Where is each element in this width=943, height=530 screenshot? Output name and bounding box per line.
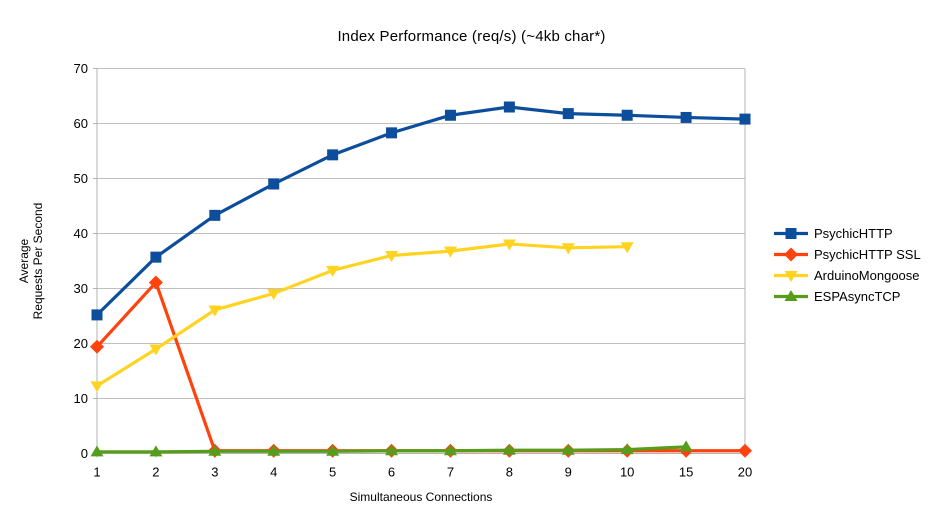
- square-marker: [444, 109, 456, 121]
- square-legend-marker-icon: [774, 228, 808, 239]
- triangle-down-marker: [561, 243, 575, 255]
- triangle-up-marker: [385, 444, 399, 456]
- square-marker: [150, 251, 162, 263]
- series-line: [95, 279, 745, 453]
- legend-label: PsychicHTTP: [814, 226, 893, 241]
- square-marker: [785, 228, 797, 239]
- x-tick-label: 4: [270, 465, 277, 480]
- triangle-down-marker: [326, 265, 340, 277]
- series-psychichttp-ssl: [90, 275, 752, 458]
- square-marker: [268, 178, 280, 190]
- x-tick-label: 5: [329, 465, 336, 480]
- legend-item-psychichttp: PsychicHTTP: [774, 226, 921, 241]
- diamond-marker: [148, 275, 163, 290]
- triangle-up-marker: [620, 443, 634, 455]
- x-axis-title: Simultaneous Connections: [349, 490, 493, 504]
- x-tick-label: 20: [738, 465, 752, 480]
- triangle-down-marker: [620, 242, 634, 254]
- y-tick-label: 70: [74, 61, 88, 76]
- triangle-up-marker: [149, 445, 163, 457]
- square-marker: [327, 149, 339, 161]
- diamond-marker: [90, 339, 104, 354]
- x-tick-label: 6: [388, 465, 395, 480]
- series-line: [96, 242, 628, 388]
- x-tick-label: 9: [565, 465, 572, 480]
- triangle-down-legend-marker-icon: [774, 271, 808, 282]
- diamond-marker: [784, 247, 798, 262]
- x-tick-label: 3: [211, 465, 218, 480]
- y-tick-label: 50: [74, 171, 88, 186]
- legend-label: PsychicHTTP SSL: [814, 247, 921, 262]
- legend-label: ArduinoMongoose: [814, 268, 920, 283]
- x-tick-label: 7: [447, 465, 454, 480]
- legend-label: ESPAsyncTCP: [814, 289, 901, 304]
- diamond-legend-marker-icon: [774, 247, 808, 262]
- legend: PsychicHTTP PsychicHTTP SSL ArduinoMongoos…: [774, 226, 921, 304]
- square-marker: [562, 108, 574, 120]
- triangle-up-marker: [90, 445, 104, 457]
- series-line: [95, 105, 746, 317]
- x-tick-label: 2: [152, 465, 159, 480]
- legend-item-espasynctcp: ESPAsyncTCP: [774, 289, 921, 304]
- square-marker: [386, 127, 398, 139]
- square-marker: [209, 209, 221, 221]
- square-marker: [680, 111, 692, 123]
- y-tick-label: 10: [74, 391, 88, 406]
- triangle-down-marker: [443, 246, 457, 258]
- gridlines: [93, 68, 746, 454]
- triangle-up-marker: [502, 443, 516, 455]
- triangle-up-legend-marker-icon: [774, 290, 808, 301]
- triangle-down-marker: [385, 251, 399, 262]
- x-tick-label: 10: [620, 465, 634, 480]
- triangle-down-marker: [267, 288, 281, 300]
- series-espasynctcp: [90, 440, 693, 457]
- y-tick-label: 0: [81, 446, 88, 461]
- square-marker: [621, 109, 633, 121]
- triangle-down-marker: [149, 344, 163, 356]
- triangle-down-marker: [208, 305, 222, 317]
- y-tick-label: 30: [74, 281, 88, 296]
- triangle-up-marker: [561, 443, 575, 455]
- series-psychichttp: [91, 101, 751, 321]
- series-arduinomongoose: [90, 239, 634, 393]
- triangle-up-marker: [443, 444, 457, 456]
- legend-item-psychichttp-ssl: PsychicHTTP SSL: [774, 247, 921, 262]
- diamond-marker: [738, 443, 752, 458]
- y-tick-label: 40: [74, 226, 88, 241]
- y-axis-tick-labels: 0 10 20 30 40 50 60 70: [74, 61, 88, 461]
- triangle-up-marker: [208, 444, 222, 456]
- triangle-down-marker: [90, 381, 104, 393]
- triangle-down-marker: [502, 239, 516, 251]
- triangle-up-marker: [784, 290, 798, 301]
- x-tick-label: 15: [679, 465, 693, 480]
- x-tick-label: 1: [93, 465, 100, 480]
- square-marker: [503, 101, 515, 113]
- triangle-up-marker: [679, 440, 693, 452]
- x-axis-tick-labels: 1 2 3 4 5 6 7 8 9 10 15 20: [93, 453, 752, 480]
- chart-title: Index Performance (req/s) (~4kb char*): [337, 28, 606, 45]
- triangle-up-marker: [267, 444, 281, 456]
- y-tick-label: 60: [74, 116, 88, 131]
- x-tick-label: 8: [506, 465, 513, 480]
- y-tick-label: 20: [74, 336, 88, 351]
- triangle-up-marker: [326, 444, 340, 456]
- triangle-down-marker: [784, 271, 798, 282]
- square-marker: [91, 309, 103, 321]
- square-marker: [739, 113, 751, 125]
- legend-item-arduinomongoose: ArduinoMongoose: [774, 268, 921, 283]
